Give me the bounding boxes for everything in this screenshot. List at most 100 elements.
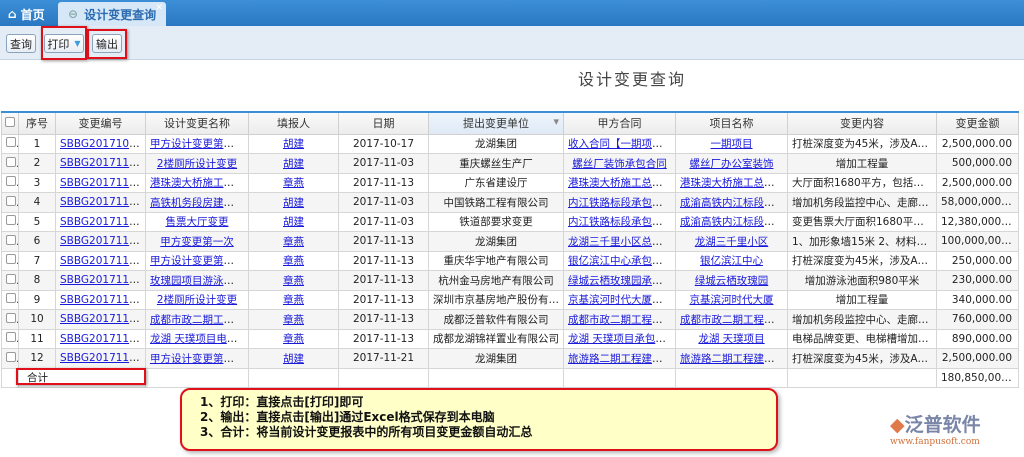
cell-reporter[interactable]: 章燕 [248, 231, 339, 252]
link-change-no[interactable]: SBBG2017110003 [60, 215, 145, 228]
link-project[interactable]: 银亿滨江中心 [700, 255, 763, 268]
link-reporter[interactable]: 章燕 [283, 333, 304, 346]
cell-change-name[interactable]: 甲方变更第一次 [145, 231, 249, 252]
select-all-checkbox[interactable] [1, 111, 19, 135]
link-change-name[interactable]: 售票大厅变更 [165, 216, 229, 229]
cell-project[interactable]: 京基滨河时代大厦 [675, 289, 788, 310]
cell-project[interactable]: 银亿滨江中心 [675, 250, 788, 271]
row-checkbox[interactable] [1, 289, 19, 310]
link-reporter[interactable]: 章燕 [283, 294, 304, 307]
cell-reporter[interactable]: 胡建 [248, 348, 339, 369]
table-row[interactable]: 10 SBBG2017110009 成都市政二期工程… 章燕 2017-11-13成都泛… [1, 309, 1019, 330]
link-project[interactable]: 成渝高铁内江标段项目 [680, 196, 785, 209]
cell-reporter[interactable]: 胡建 [248, 153, 339, 174]
cell-contract[interactable]: 内江铁路标段承包合同 [563, 192, 676, 213]
table-row[interactable]: 9 SBBG2017110006 2楼厕所设计变更 章燕 2017-11-13深圳市京基… [1, 289, 1019, 310]
link-contract[interactable]: 港珠澳大桥施工总承… [568, 177, 673, 190]
cell-contract[interactable]: 收入合同【一期项目… [563, 133, 676, 154]
table-row[interactable]: 12 SBBG2017110011 甲方设计变更第一次 胡建 2017-11-21龙湖集… [1, 348, 1019, 369]
cell-contract[interactable]: 港珠澳大桥施工总承… [563, 172, 676, 193]
row-checkbox[interactable] [1, 133, 19, 154]
link-project[interactable]: 京基滨河时代大厦 [689, 294, 774, 307]
link-change-no[interactable]: SBBG2017110004 [60, 254, 145, 267]
link-change-name[interactable]: 2楼厕所设计变更 [156, 294, 238, 307]
column-header-reporter[interactable]: 填报人 [248, 111, 339, 135]
cell-project[interactable]: 旅游路二期工程建设… [675, 348, 788, 369]
cell-contract[interactable]: 螺丝厂装饰承包合同 [563, 153, 676, 174]
link-contract[interactable]: 内江铁路标段承包合同 [568, 216, 673, 229]
link-reporter[interactable]: 胡建 [283, 196, 304, 209]
link-change-no[interactable]: SBBG2017110002 [60, 196, 145, 209]
row-checkbox[interactable] [1, 211, 19, 232]
link-reporter[interactable]: 章燕 [283, 255, 304, 268]
cell-reporter[interactable]: 章燕 [248, 172, 339, 193]
cell-change-no[interactable]: SBBG2017110001 [55, 153, 146, 174]
cell-change-name[interactable]: 龙湖 天璞项目电梯… [145, 328, 249, 349]
link-change-name[interactable]: 高铁机务段房建变更 [150, 196, 245, 209]
link-reporter[interactable]: 章燕 [283, 274, 304, 287]
link-change-name[interactable]: 港珠澳大桥施工总… [150, 177, 245, 190]
link-contract[interactable]: 收入合同【一期项目… [568, 138, 673, 151]
cell-change-name[interactable]: 2楼厕所设计变更 [145, 153, 249, 174]
table-row[interactable]: 8 SBBG2017110008 玫瑰园项目游泳池… 章燕 2017-11-13杭州金马… [1, 270, 1019, 291]
cell-contract[interactable]: 成都市政二期工程项… [563, 309, 676, 330]
cell-project[interactable]: 龙湖 天璞项目 [675, 328, 788, 349]
cell-change-name[interactable]: 甲方设计变更第一次 [145, 133, 249, 154]
cell-change-no[interactable]: SBBG2017110005 [55, 231, 146, 252]
cell-project[interactable]: 绿城云栖玫瑰园 [675, 270, 788, 291]
cell-reporter[interactable]: 章燕 [248, 270, 339, 291]
link-reporter[interactable]: 胡建 [283, 138, 304, 151]
row-checkbox[interactable] [1, 172, 19, 193]
table-row[interactable]: 2 SBBG2017110001 2楼厕所设计变更 胡建 2017-11-03重庆螺丝生… [1, 153, 1019, 174]
row-checkbox[interactable] [1, 250, 19, 271]
link-contract[interactable]: 绿城云栖玫瑰园承包… [568, 274, 673, 287]
link-reporter[interactable]: 胡建 [283, 157, 304, 170]
link-contract[interactable]: 内江铁路标段承包合同 [568, 196, 673, 209]
query-button[interactable]: 查询 [6, 34, 36, 53]
cell-change-no[interactable]: SBBG2017110008 [55, 270, 146, 291]
cell-reporter[interactable]: 胡建 [248, 192, 339, 213]
link-change-no[interactable]: SBBG2017110010 [60, 176, 145, 189]
cell-change-name[interactable]: 玫瑰园项目游泳池… [145, 270, 249, 291]
link-reporter[interactable]: 胡建 [283, 352, 304, 365]
table-row[interactable]: 6SBBG2017110005甲方变更第一次章燕2017-11-13龙湖集团龙湖… [1, 231, 1019, 252]
column-header-change-no[interactable]: 变更编号 [55, 111, 146, 135]
column-header-date[interactable]: 日期 [338, 111, 429, 135]
column-header-unit[interactable]: 提出变更单位 ▾ [428, 111, 564, 135]
link-reporter[interactable]: 胡建 [283, 216, 304, 229]
cell-change-no[interactable]: SBBG2017110002 [55, 192, 146, 213]
cell-contract[interactable]: 龙湖三千里小区总承… [563, 231, 676, 252]
column-header-change-name[interactable]: 设计变更名称 [145, 111, 249, 135]
link-change-no[interactable]: SBBG2017110011 [60, 352, 145, 365]
link-contract[interactable]: 龙湖 天璞项目承包合同 [568, 333, 676, 346]
print-button[interactable]: 打印 ▼ [44, 34, 84, 53]
cell-change-no[interactable]: SBBG2017100001 [55, 133, 146, 154]
close-icon[interactable]: ✕ [155, 3, 163, 13]
link-change-no[interactable]: SBBG2017110008 [60, 274, 145, 287]
cell-change-no[interactable]: SBBG2017110009 [55, 309, 146, 330]
link-reporter[interactable]: 章燕 [283, 313, 304, 326]
cell-reporter[interactable]: 胡建 [248, 133, 339, 154]
link-change-name[interactable]: 甲方设计变更第一次 [150, 138, 245, 151]
table-row[interactable]: 3 SBBG2017110010 港珠澳大桥施工总… 章燕 2017-11-13广东省建… [1, 172, 1019, 193]
cell-reporter[interactable]: 胡建 [248, 211, 339, 232]
cell-change-name[interactable]: 售票大厅变更 [145, 211, 249, 232]
link-project[interactable]: 龙湖三千里小区 [694, 235, 769, 248]
link-change-no[interactable]: SBBG2017110001 [60, 157, 145, 170]
link-project[interactable]: 旅游路二期工程建设… [680, 352, 785, 365]
link-change-no[interactable]: SBBG2017110005 [60, 235, 145, 248]
cell-change-no[interactable]: SBBG2017110006 [55, 289, 146, 310]
table-row[interactable]: 4 SBBG2017110002 高铁机务段房建变更 胡建 2017-11-03中国铁路… [1, 192, 1019, 213]
link-project[interactable]: 一期项目 [710, 138, 753, 151]
link-change-name[interactable]: 甲方设计变更第一次 [150, 352, 245, 365]
row-checkbox[interactable] [1, 153, 19, 174]
cell-reporter[interactable]: 章燕 [248, 250, 339, 271]
link-contract[interactable]: 旅游路二期工程建设… [568, 352, 673, 365]
cell-change-name[interactable]: 成都市政二期工程… [145, 309, 249, 330]
table-row[interactable]: 11 SBBG2017110007 龙湖 天璞项目电梯… 章燕 2017-11-13成都… [1, 328, 1019, 349]
link-contract[interactable]: 京基滨河时代大厦承… [568, 294, 673, 307]
cell-project[interactable]: 成渝高铁内江标段项目 [675, 192, 788, 213]
cell-project[interactable]: 港珠澳大桥施工总承… [675, 172, 788, 193]
row-checkbox[interactable] [1, 192, 19, 213]
cell-contract[interactable]: 内江铁路标段承包合同 [563, 211, 676, 232]
